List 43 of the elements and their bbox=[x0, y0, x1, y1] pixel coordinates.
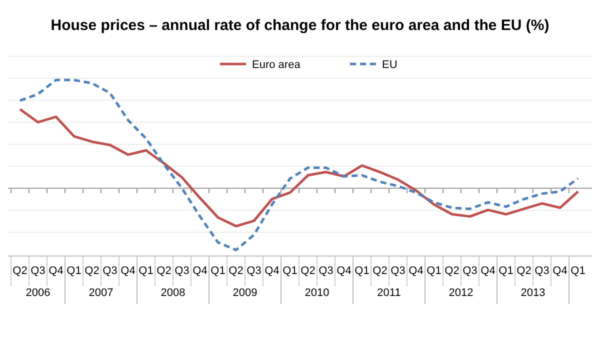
chart-title: House prices – annual rate of change for the euro area and the EU (%) bbox=[50, 17, 550, 34]
text: 2011 bbox=[377, 287, 401, 299]
x-tick-label: Q3 bbox=[246, 265, 262, 277]
x-tick-label: Q4 bbox=[480, 265, 496, 277]
text: 2013 bbox=[520, 287, 546, 299]
x-tick-label: Q4 bbox=[48, 265, 64, 277]
x-tick-label: Q1 bbox=[354, 265, 370, 277]
x-tick-label: Q4 bbox=[552, 265, 568, 277]
x-tick-label: Q2 bbox=[516, 265, 532, 277]
text: 2006 bbox=[26, 287, 50, 299]
x-tick-label: Q1 bbox=[570, 265, 586, 277]
x-tick-label: Q3 bbox=[318, 265, 334, 277]
x-tick-label: Q3 bbox=[30, 265, 46, 277]
x-tick-label: Q2 bbox=[372, 265, 388, 277]
x-tick-label: Q1 bbox=[498, 265, 514, 277]
x-tick-label: Q3 bbox=[462, 265, 478, 277]
x-tick-label: Q4 bbox=[264, 265, 280, 277]
x-tick-label: Q1 bbox=[426, 265, 442, 277]
x-tick-label: Q3 bbox=[534, 265, 550, 277]
x-tick-label: Q4 bbox=[408, 265, 424, 277]
x-tick-label: Q2 bbox=[228, 265, 244, 277]
x-tick-label: Q4 bbox=[192, 265, 208, 277]
legend-label: Euro area bbox=[252, 59, 302, 71]
text: 2012 bbox=[448, 287, 474, 299]
x-tick-label: Q3 bbox=[102, 265, 118, 277]
x-tick-label: Q2 bbox=[84, 265, 100, 277]
x-tick-label: Q1 bbox=[66, 265, 82, 277]
x-tick-label: Q2 bbox=[156, 265, 172, 277]
x-tick-label: Q1 bbox=[138, 265, 154, 277]
x-tick-label: Q2 bbox=[12, 265, 28, 277]
text: 2007 bbox=[88, 287, 114, 299]
x-tick-label: Q1 bbox=[210, 265, 226, 277]
legend-label: EU bbox=[382, 59, 398, 71]
text: 2010 bbox=[304, 287, 330, 299]
text: 2009 bbox=[232, 287, 258, 299]
x-tick-label: Q1 bbox=[282, 265, 298, 277]
x-tick-label: Q3 bbox=[174, 265, 190, 277]
x-tick-label: Q4 bbox=[336, 265, 352, 277]
x-tick-label: Q3 bbox=[390, 265, 406, 277]
x-tick-label: Q2 bbox=[444, 265, 460, 277]
text: 2008 bbox=[160, 287, 186, 299]
x-tick-label: Q4 bbox=[120, 265, 136, 277]
x-tick-label: Q2 bbox=[300, 265, 316, 277]
